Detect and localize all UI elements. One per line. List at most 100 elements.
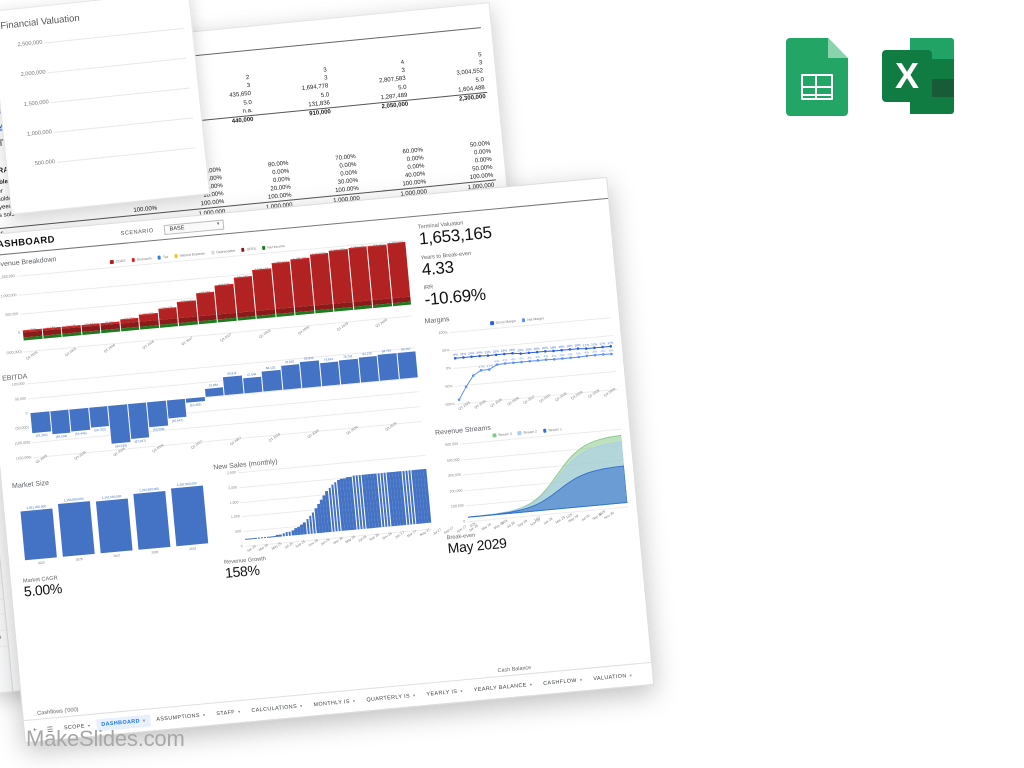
sheet-tab-yearly-is[interactable]: YEARLY IS ▾ xyxy=(421,684,468,700)
axis-tick-label: 400,000 xyxy=(446,457,460,463)
svg-text:-5%: -5% xyxy=(494,359,500,364)
bar-rect xyxy=(166,398,187,419)
axis-tick-label: 2,000 xyxy=(228,485,238,491)
bar-segment-net-income xyxy=(62,332,81,337)
microsoft-excel-icon[interactable]: X xyxy=(882,38,954,114)
svg-text:23%: 23% xyxy=(509,348,516,353)
svg-text:24%: 24% xyxy=(452,353,459,358)
chevron-down-icon[interactable]: ▾ xyxy=(202,711,206,718)
sheet-tab-cashflow[interactable]: CASHFLOW ▾ xyxy=(538,673,588,690)
gridline xyxy=(44,27,184,44)
svg-text:-5%: -5% xyxy=(551,354,557,359)
data-label: (10,482) xyxy=(189,402,202,408)
x-axis-label: 2029 xyxy=(189,546,197,552)
x-axis-label xyxy=(355,317,373,331)
bar-segment-net-income xyxy=(198,319,217,325)
sheet-tab-yearly-balance[interactable]: YEARLY BALANCE ▾ xyxy=(468,678,537,696)
svg-text:-5%: -5% xyxy=(575,351,581,356)
financial-valuation-card[interactable]: Financial Valuation 2,500,000 2,000,000 1,… xyxy=(0,0,211,215)
bar-rect xyxy=(299,360,321,388)
sheet-tab-valuation[interactable]: VALUATION ▾ xyxy=(588,669,638,685)
x-axis-label: Q1 2027 xyxy=(180,335,194,347)
dashboard-spreadsheet[interactable]: DASHBOARD SCENARIO BASE Revenue Breakdow… xyxy=(0,176,655,744)
axis-tick-label: 0 xyxy=(25,411,28,416)
gridline xyxy=(53,117,194,133)
x-axis-label: Q3 2027 xyxy=(219,332,233,343)
sheet-tab-calculations[interactable]: CALCULATIONS ▾ xyxy=(246,699,308,717)
bar: 5,560 xyxy=(42,326,62,339)
axis-tick-label: 300,000 xyxy=(447,472,462,479)
chevron-down-icon[interactable]: ▾ xyxy=(460,687,464,694)
x-axis-label: Q1 2025 xyxy=(25,350,39,361)
sheet-tab-quarterly-is[interactable]: QUARTERLY IS ▾ xyxy=(361,689,421,706)
x-axis-label: Q3 2026 xyxy=(141,339,155,350)
sheet-tab-label: YEARLY BALANCE xyxy=(473,682,528,693)
x-axis-label xyxy=(317,320,335,334)
bar-rect xyxy=(280,364,302,390)
svg-text:23%: 23% xyxy=(493,349,500,354)
row-number[interactable]: 39 xyxy=(0,630,8,648)
axis-tick-label: 1,500,000 xyxy=(0,274,15,280)
chevron-down-icon[interactable]: ▾ xyxy=(352,697,356,704)
sheet-tab-label: ASSUMPTIONS xyxy=(156,712,201,723)
x-axis-label xyxy=(239,327,257,341)
chevron-down-icon[interactable]: ▾ xyxy=(142,717,146,723)
bar-rect xyxy=(20,508,57,561)
google-sheets-icon[interactable] xyxy=(786,38,848,116)
gridline xyxy=(47,57,187,74)
scenario-dropdown[interactable]: BASE xyxy=(163,219,224,235)
x-axis-label: Q1 2029 xyxy=(335,321,350,332)
bar-segment-net-income xyxy=(42,333,62,339)
gridline xyxy=(56,147,197,163)
x-axis-label: Q3 2028 xyxy=(297,325,311,336)
x-axis-label xyxy=(278,324,296,338)
bar-rect xyxy=(222,375,244,395)
sheet-tab-assumptions[interactable]: ASSUMPTIONS ▾ xyxy=(151,708,211,725)
axis-tick-label: 1,500 xyxy=(229,499,239,505)
axis-tick-label: (100,000) xyxy=(14,440,31,446)
svg-text:20%: 20% xyxy=(517,348,524,353)
bar: 1,051,200,000 2025 xyxy=(20,505,57,565)
axis-tick-label: 2,500 xyxy=(226,470,236,476)
chevron-down-icon[interactable]: ▾ xyxy=(299,702,303,709)
svg-text:-5%: -5% xyxy=(608,348,614,353)
sheet-tab-label: YEARLY IS xyxy=(426,688,458,698)
svg-text:19%: 19% xyxy=(575,343,582,348)
data-label: (63,096) xyxy=(152,427,165,433)
bar-segment-net-income xyxy=(295,310,314,316)
axis-tick-label: -100% xyxy=(443,402,455,407)
axis-tick-label: 500,000 xyxy=(5,311,19,318)
bar-segment-cogs xyxy=(386,241,411,299)
bar-rect xyxy=(49,409,71,434)
bar-rect xyxy=(204,387,224,397)
svg-text:24%: 24% xyxy=(468,351,475,356)
app-icon-row: X xyxy=(786,38,954,116)
chevron-down-icon[interactable]: ▾ xyxy=(579,676,583,683)
bar-segment-net-income xyxy=(159,323,179,328)
watermark: MakeSlides.com xyxy=(26,726,185,751)
sheet-tab-label: QUARTERLY IS xyxy=(366,692,411,703)
chevron-down-icon[interactable]: ▾ xyxy=(237,708,241,714)
bar-segment-net-income xyxy=(353,305,373,310)
chevron-down-icon[interactable]: ▾ xyxy=(412,692,416,698)
sheet-tab-label: STAFF xyxy=(216,709,236,717)
sheet-tab-monthly-is[interactable]: MONTHLY IS ▾ xyxy=(308,694,361,711)
bar-segment-cogs xyxy=(252,268,275,311)
bar-rect xyxy=(261,369,282,392)
legend-swatch xyxy=(261,246,266,250)
chevron-down-icon[interactable]: ▾ xyxy=(629,672,633,678)
svg-text:-5%: -5% xyxy=(559,353,565,358)
bar-rect xyxy=(146,400,168,428)
axis-tick-label: 100,000 xyxy=(450,503,465,510)
x-axis-label xyxy=(394,313,412,327)
legend-swatch xyxy=(241,247,245,252)
bar: 1,141,500,000 2027 xyxy=(95,494,133,558)
bar: 607,956 xyxy=(195,290,217,325)
svg-text:17%: 17% xyxy=(599,341,606,346)
x-axis-label: 2026 xyxy=(75,556,83,562)
dashboard-title: DASHBOARD xyxy=(0,234,56,252)
chevron-down-icon[interactable]: ▾ xyxy=(529,681,533,687)
sheet-tab-staff[interactable]: STAFF ▾ xyxy=(211,705,246,720)
x-axis-label xyxy=(200,331,218,345)
bar: 189,994 xyxy=(138,311,159,330)
